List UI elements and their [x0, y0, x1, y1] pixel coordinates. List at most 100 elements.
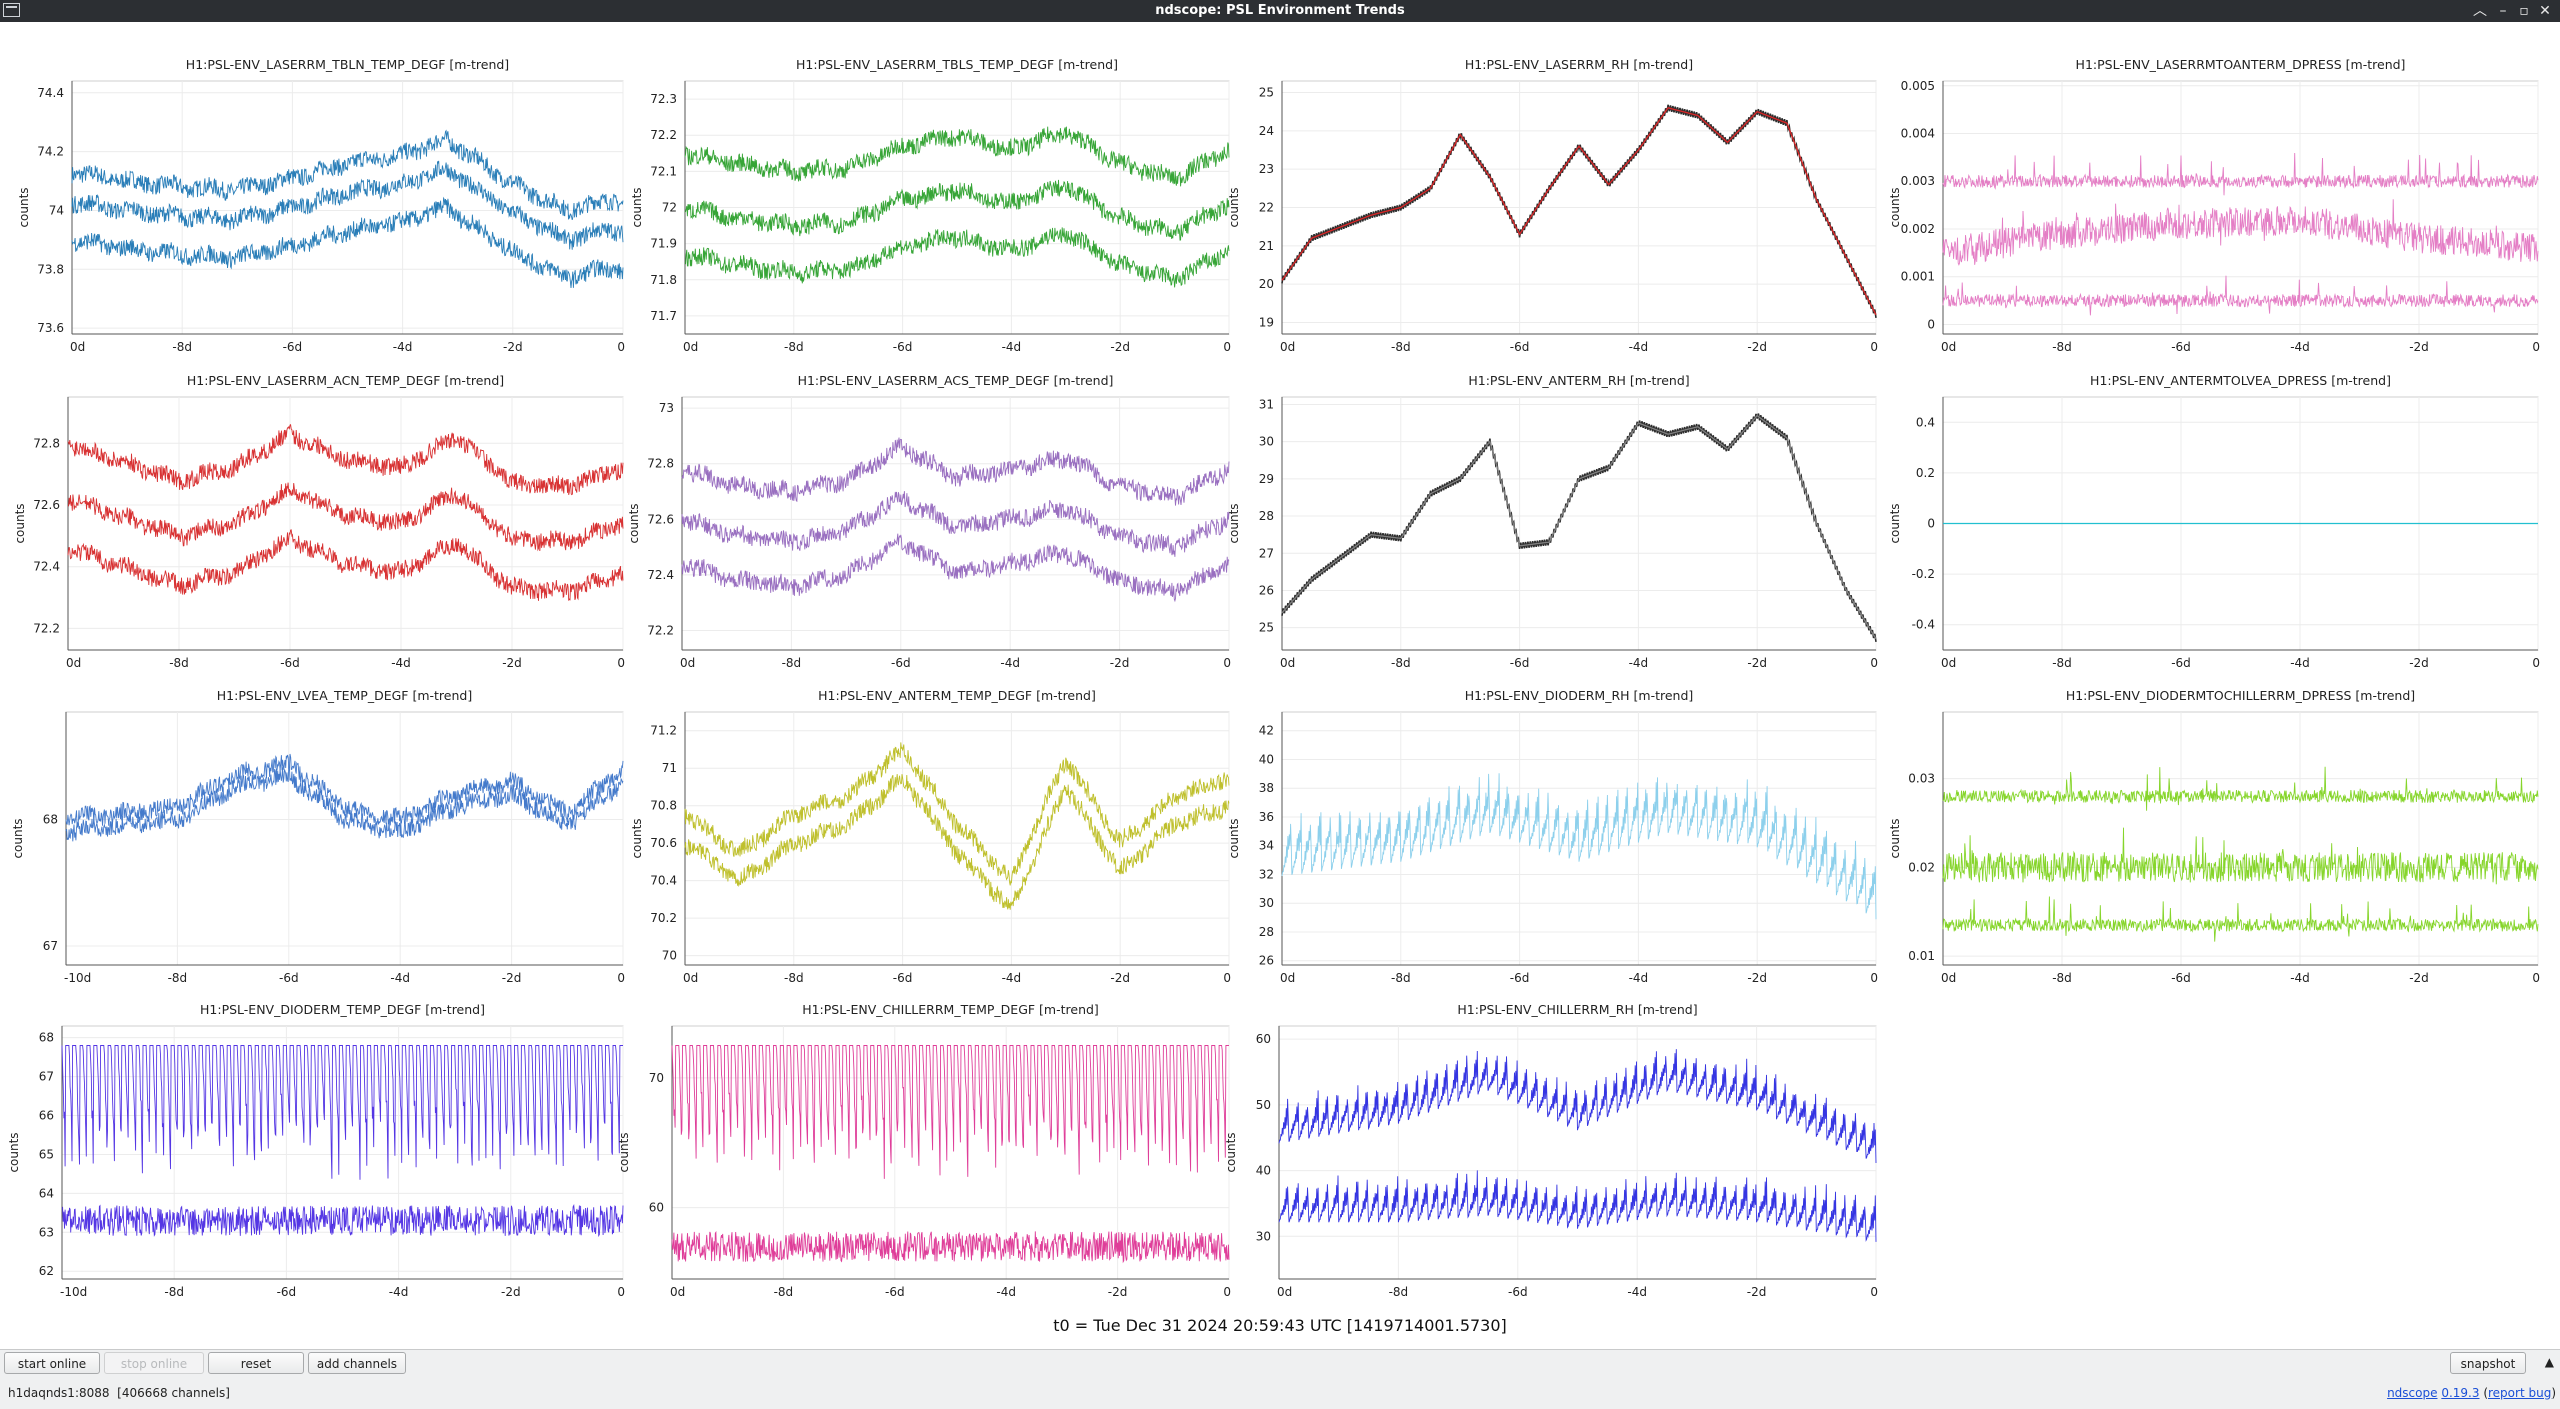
y-tick-label: 50 — [1256, 1098, 1271, 1112]
x-tick-label: -4d — [391, 656, 411, 670]
start-online-button[interactable]: start online — [4, 1352, 100, 1374]
plot-panel: H1:PSL-ENV_LASERRM_TBLN_TEMP_DEGF [m-tre… — [17, 57, 625, 354]
x-tick-label: -6d — [893, 340, 913, 354]
x-tick-label: 0d — [1941, 971, 1956, 985]
y-tick-label: 0.002 — [1901, 222, 1935, 236]
y-tick-label: 72.2 — [33, 621, 60, 635]
plot-grid[interactable]: H1:PSL-ENV_LASERRM_TBLN_TEMP_DEGF [m-tre… — [0, 22, 2560, 1322]
y-axis-label: counts — [1888, 187, 1902, 227]
x-tick-label: 0 — [2532, 340, 2540, 354]
ndscope-link[interactable]: ndscope — [2387, 1386, 2438, 1400]
plot-title: H1:PSL-ENV_CHILLERRM_TEMP_DEGF [m-trend] — [802, 1002, 1099, 1017]
plot-panel: H1:PSL-ENV_LASERRM_RH [m-trend] 19 20 21 22 2… — [1227, 57, 1878, 354]
x-tick-label: 0 — [2532, 971, 2540, 985]
y-tick-label: 72 — [662, 201, 677, 215]
y-tick-label: 72.3 — [650, 92, 677, 106]
series-trace — [71, 129, 624, 221]
y-tick-label: 72.6 — [33, 498, 60, 512]
x-tick-label: 0d — [66, 656, 81, 670]
plot-panel: H1:PSL-ENV_ANTERM_TEMP_DEGF [m-trend] 70 7… — [630, 688, 1231, 985]
series-trace — [681, 437, 1230, 506]
plot-title: H1:PSL-ENV_LASERRM_TBLS_TEMP_DEGF [m-tre… — [796, 57, 1118, 72]
y-tick-label: 70.2 — [650, 911, 677, 925]
x-tick-label: 0 — [1223, 971, 1231, 985]
x-tick-label: -4d — [1629, 971, 1649, 985]
plot-title: H1:PSL-ENV_LASERRM_ACS_TEMP_DEGF [m-tren… — [798, 373, 1114, 388]
plot-frame — [71, 80, 624, 335]
y-tick-label: 62 — [39, 1264, 54, 1278]
series-trace — [1942, 896, 2539, 942]
series-trace — [1942, 275, 2539, 316]
x-tick-label: 0 — [617, 971, 625, 985]
y-tick-label: 70.4 — [650, 874, 677, 888]
y-tick-label: 72.8 — [33, 436, 60, 450]
y-tick-label: 71.7 — [650, 309, 677, 323]
y-axis-label: counts — [627, 503, 641, 543]
x-tick-label: -8d — [172, 340, 192, 354]
minimize-icon[interactable]: – — [2499, 3, 2507, 19]
app-window-icon[interactable] — [3, 3, 20, 17]
x-tick-label: 0d — [1277, 1285, 1292, 1299]
x-tick-label: -8d — [1391, 971, 1411, 985]
x-tick-label: -6d — [2171, 340, 2191, 354]
x-tick-label: 0 — [617, 340, 625, 354]
x-tick-label: -8d — [1391, 656, 1411, 670]
series-trace — [61, 1045, 623, 1180]
x-tick-label: -2d — [1747, 1285, 1767, 1299]
add-channels-button[interactable]: add channels — [308, 1352, 406, 1374]
y-tick-label: 71.9 — [650, 237, 677, 251]
y-tick-label: 0.004 — [1901, 127, 1935, 141]
x-tick-label: 0d — [1280, 340, 1295, 354]
x-tick-label: -6d — [893, 971, 913, 985]
report-bug-link[interactable]: report bug — [2488, 1386, 2552, 1400]
plot-frame — [1278, 1025, 1877, 1280]
x-tick-label: 0d — [680, 656, 695, 670]
y-tick-label: 74.4 — [37, 86, 64, 100]
plot-panel: H1:PSL-ENV_LASERRM_ACN_TEMP_DEGF [m-tren… — [13, 373, 625, 670]
y-tick-label: 63 — [39, 1225, 54, 1239]
x-tick-label: 0d — [1280, 656, 1295, 670]
x-tick-label: -6d — [2171, 656, 2191, 670]
y-tick-label: 71.2 — [650, 724, 677, 738]
x-tick-label: -10d — [64, 971, 91, 985]
x-tick-label: -8d — [774, 1285, 794, 1299]
x-tick-label: 0 — [1223, 1285, 1231, 1299]
keep-above-icon[interactable]: ︿ — [2473, 3, 2487, 19]
y-tick-label: 65 — [39, 1147, 54, 1161]
x-tick-label: 0d — [70, 340, 85, 354]
x-tick-label: -6d — [1508, 1285, 1528, 1299]
x-tick-label: -6d — [283, 340, 303, 354]
close-icon[interactable]: ✕ — [2539, 3, 2551, 19]
x-tick-label: -6d — [1510, 340, 1530, 354]
y-tick-label: 73.6 — [37, 321, 64, 335]
stop-online-button[interactable]: stop online — [104, 1352, 204, 1374]
series-trace — [684, 227, 1230, 288]
status-bar: h1daqnds1:8088 [406668 channels] ndscope… — [0, 1378, 2560, 1409]
series-trace — [1281, 414, 1877, 640]
series-trace — [681, 533, 1230, 603]
x-tick-label: 0 — [1870, 1285, 1878, 1299]
version-link[interactable]: 0.19.3 — [2441, 1386, 2480, 1400]
t0-label: t0 = Tue Dec 31 2024 20:59:43 UTC [14197… — [1053, 1316, 1507, 1335]
x-tick-label: -2d — [502, 656, 522, 670]
snapshot-button[interactable]: snapshot — [2450, 1352, 2526, 1374]
x-tick-label: -8d — [2052, 656, 2072, 670]
y-tick-label: 0.01 — [1908, 949, 1935, 963]
series-trace — [1942, 199, 2539, 266]
y-axis-label: counts — [617, 1132, 631, 1172]
x-tick-label: -8d — [1391, 340, 1411, 354]
reset-button[interactable]: reset — [208, 1352, 304, 1374]
y-tick-label: 0 — [1927, 517, 1935, 531]
x-tick-label: -4d — [2290, 971, 2310, 985]
plots-canvas[interactable]: H1:PSL-ENV_LASERRM_TBLN_TEMP_DEGF [m-tre… — [0, 22, 2560, 1322]
x-tick-label: -4d — [1629, 656, 1649, 670]
x-tick-label: 0 — [1870, 971, 1878, 985]
y-tick-label: 22 — [1259, 201, 1274, 215]
plot-panel: H1:PSL-ENV_CHILLERRM_RH [m-trend] 30 40 50 6… — [1224, 1002, 1878, 1299]
series-trace — [684, 126, 1230, 187]
maximize-icon[interactable]: ▫ — [2519, 3, 2529, 19]
x-tick-label: -6d — [891, 656, 911, 670]
collapse-arrow-icon[interactable]: ▲ — [2544, 1355, 2554, 1369]
series-trace — [1281, 104, 1877, 319]
y-tick-label: -0.4 — [1912, 618, 1935, 632]
